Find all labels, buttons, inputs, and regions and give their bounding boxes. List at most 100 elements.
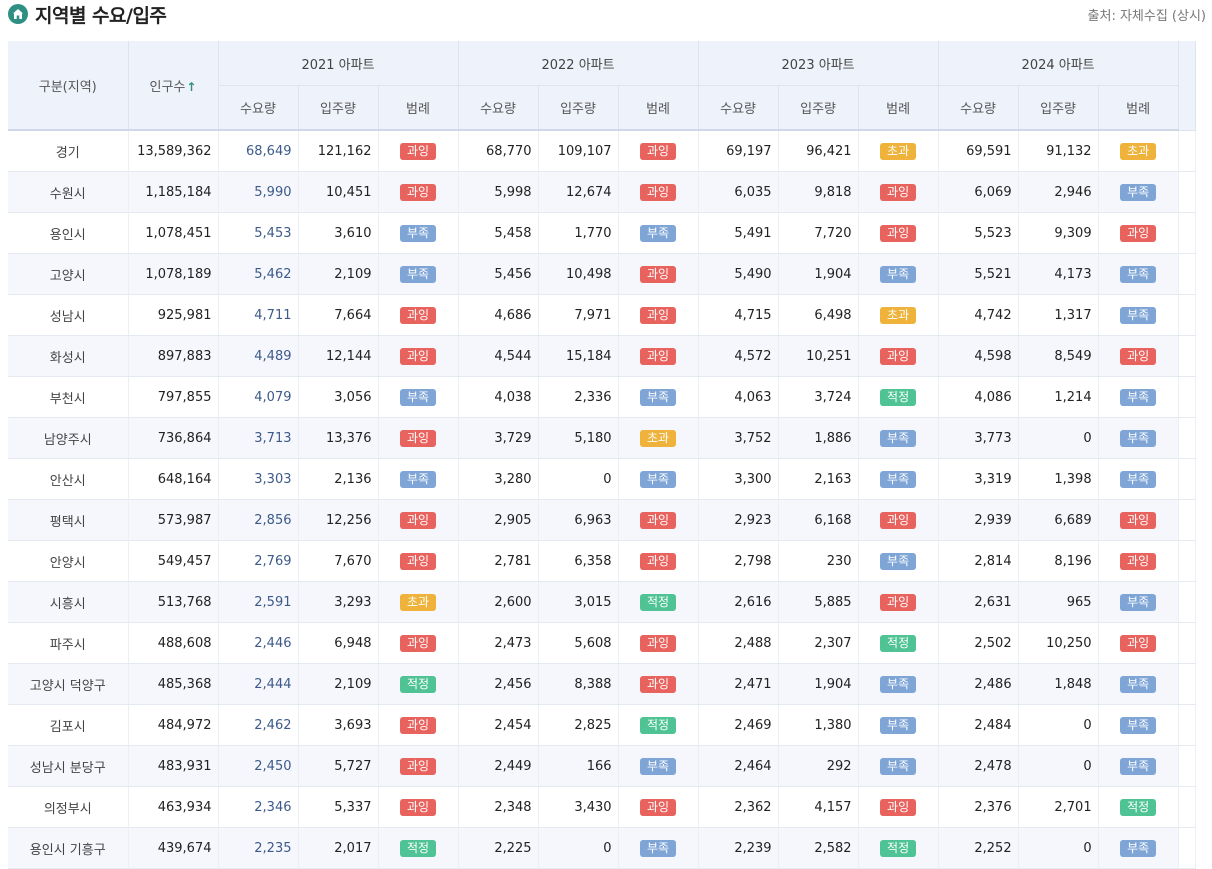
table-row[interactable]: 고양시 덕양구 485,368 2,444 2,109 적정 2,456 8,388 과잉 2,… [8,663,1196,705]
status-badge: 과잉 [880,511,917,529]
cell-legend: 부족 [858,663,939,705]
column-header-demand[interactable]: 수요량 [458,85,539,131]
cell-population: 549,457 [128,540,219,582]
cell-demand: 4,686 [458,294,539,336]
table-row[interactable]: 안양시 549,457 2,769 7,670 과잉 2,781 6,358 과잉 2,798 2… [8,540,1196,582]
cell-demand: 2,488 [698,622,779,664]
cell-legend: 과잉 [378,294,459,336]
column-header-year-2023: 2023 아파트 [698,41,939,86]
cell-population: 483,931 [128,745,219,787]
cell-legend: 초과 [858,294,939,336]
cell-demand: 2,469 [698,704,779,746]
demand-supply-table: 구분(지역) 인구수↑ 2021 아파트 2022 아파트 2023 아파트 2… [8,41,1196,869]
column-header-demand[interactable]: 수요량 [938,85,1019,131]
cell-legend: 부족 [1098,663,1179,705]
status-badge: 부족 [640,470,677,488]
table-row[interactable]: 의정부시 463,934 2,346 5,337 과잉 2,348 3,430 과잉 2,362… [8,786,1196,828]
cell-legend: 초과 [618,417,699,459]
scrollbar-gutter [1178,581,1196,623]
cell-supply: 3,293 [298,581,379,623]
table-row[interactable]: 경기 13,589,362 68,649 121,162 과잉 68,770 109,107… [8,130,1196,172]
scrollbar-gutter [1178,745,1196,787]
cell-supply: 2,825 [538,704,619,746]
status-badge: 적정 [1120,798,1157,816]
cell-demand: 4,063 [698,376,779,418]
cell-demand: 5,998 [458,171,539,213]
sort-ascending-icon[interactable]: ↑ [186,79,197,94]
cell-legend: 부족 [378,458,459,500]
column-header-legend[interactable]: 범례 [378,85,459,131]
cell-demand: 2,781 [458,540,539,582]
cell-region: 화성시 [8,335,129,377]
column-header-demand[interactable]: 수요량 [218,85,299,131]
status-badge: 과잉 [880,798,917,816]
table-row[interactable]: 성남시 분당구 483,931 2,450 5,727 과잉 2,449 166 부족 2,46… [8,745,1196,787]
column-header-supply[interactable]: 입주량 [538,85,619,131]
table-row[interactable]: 김포시 484,972 2,462 3,693 과잉 2,454 2,825 적정 2,469 1… [8,704,1196,746]
cell-supply: 5,608 [538,622,619,664]
cell-legend: 부족 [618,827,699,869]
cell-supply: 6,358 [538,540,619,582]
cell-legend: 적정 [858,622,939,664]
cell-population: 736,864 [128,417,219,459]
status-badge: 부족 [400,265,437,283]
cell-demand: 2,348 [458,786,539,828]
cell-supply: 91,132 [1018,130,1099,172]
cell-region: 성남시 [8,294,129,336]
cell-demand: 2,769 [218,540,299,582]
cell-supply: 6,498 [778,294,859,336]
cell-supply: 3,610 [298,212,379,254]
table-row[interactable]: 화성시 897,883 4,489 12,144 과잉 4,544 15,184 과잉 4,57… [8,335,1196,377]
table-row[interactable]: 용인시 기흥구 439,674 2,235 2,017 적정 2,225 0 부족 2,239 2… [8,827,1196,869]
cell-demand: 2,449 [458,745,539,787]
table-row[interactable]: 평택시 573,987 2,856 12,256 과잉 2,905 6,963 과잉 2,923… [8,499,1196,541]
status-badge: 과잉 [880,183,917,201]
table-row[interactable]: 수원시 1,185,184 5,990 10,451 과잉 5,998 12,674 과잉 6,… [8,171,1196,213]
column-header-region[interactable]: 구분(지역) [8,41,129,131]
cell-demand: 3,303 [218,458,299,500]
table-row[interactable]: 성남시 925,981 4,711 7,664 과잉 4,686 7,971 과잉 4,715 6… [8,294,1196,336]
cell-demand: 2,484 [938,704,1019,746]
cell-demand: 2,591 [218,581,299,623]
column-header-supply[interactable]: 입주량 [298,85,379,131]
cell-population: 573,987 [128,499,219,541]
column-header-demand[interactable]: 수요량 [698,85,779,131]
table-head: 구분(지역) 인구수↑ 2021 아파트 2022 아파트 2023 아파트 2… [8,41,1196,131]
column-header-supply[interactable]: 입주량 [778,85,859,131]
cell-region: 수원시 [8,171,129,213]
column-header-population[interactable]: 인구수↑ [128,41,219,131]
table-row[interactable]: 시흥시 513,768 2,591 3,293 초과 2,600 3,015 적정 2,616 5… [8,581,1196,623]
cell-legend: 초과 [378,581,459,623]
column-header-legend[interactable]: 범례 [618,85,699,131]
cell-supply: 3,724 [778,376,859,418]
status-badge: 과잉 [880,593,917,611]
table-row[interactable]: 용인시 1,078,451 5,453 3,610 부족 5,458 1,770 부족 5,49… [8,212,1196,254]
cell-legend: 부족 [1098,704,1179,746]
table-row[interactable]: 파주시 488,608 2,446 6,948 과잉 2,473 5,608 과잉 2,488 2… [8,622,1196,664]
cell-supply: 7,670 [298,540,379,582]
status-badge: 과잉 [640,798,677,816]
cell-legend: 과잉 [378,130,459,172]
table-row[interactable]: 부천시 797,855 4,079 3,056 부족 4,038 2,336 부족 4,063 3… [8,376,1196,418]
cell-legend: 부족 [1098,294,1179,336]
table-row[interactable]: 안산시 648,164 3,303 2,136 부족 3,280 0 부족 3,300 2,163… [8,458,1196,500]
table-row[interactable]: 남양주시 736,864 3,713 13,376 과잉 3,729 5,180 초과 3,75… [8,417,1196,459]
column-header-legend[interactable]: 범례 [1098,85,1179,131]
status-badge: 과잉 [640,552,677,570]
cell-demand: 5,458 [458,212,539,254]
cell-region: 파주시 [8,622,129,664]
cell-region: 시흥시 [8,581,129,623]
table-row[interactable]: 고양시 1,078,189 5,462 2,109 부족 5,456 10,498 과잉 5,4… [8,253,1196,295]
cell-demand: 2,856 [218,499,299,541]
cell-demand: 2,376 [938,786,1019,828]
cell-population: 463,934 [128,786,219,828]
column-header-legend[interactable]: 범례 [858,85,939,131]
home-icon[interactable] [8,4,28,24]
cell-demand: 2,502 [938,622,1019,664]
cell-legend: 초과 [1098,130,1179,172]
column-header-supply[interactable]: 입주량 [1018,85,1099,131]
cell-legend: 과잉 [858,581,939,623]
data-table-wrap: 구분(지역) 인구수↑ 2021 아파트 2022 아파트 2023 아파트 2… [8,41,1196,869]
cell-demand: 2,464 [698,745,779,787]
cell-demand: 4,715 [698,294,779,336]
